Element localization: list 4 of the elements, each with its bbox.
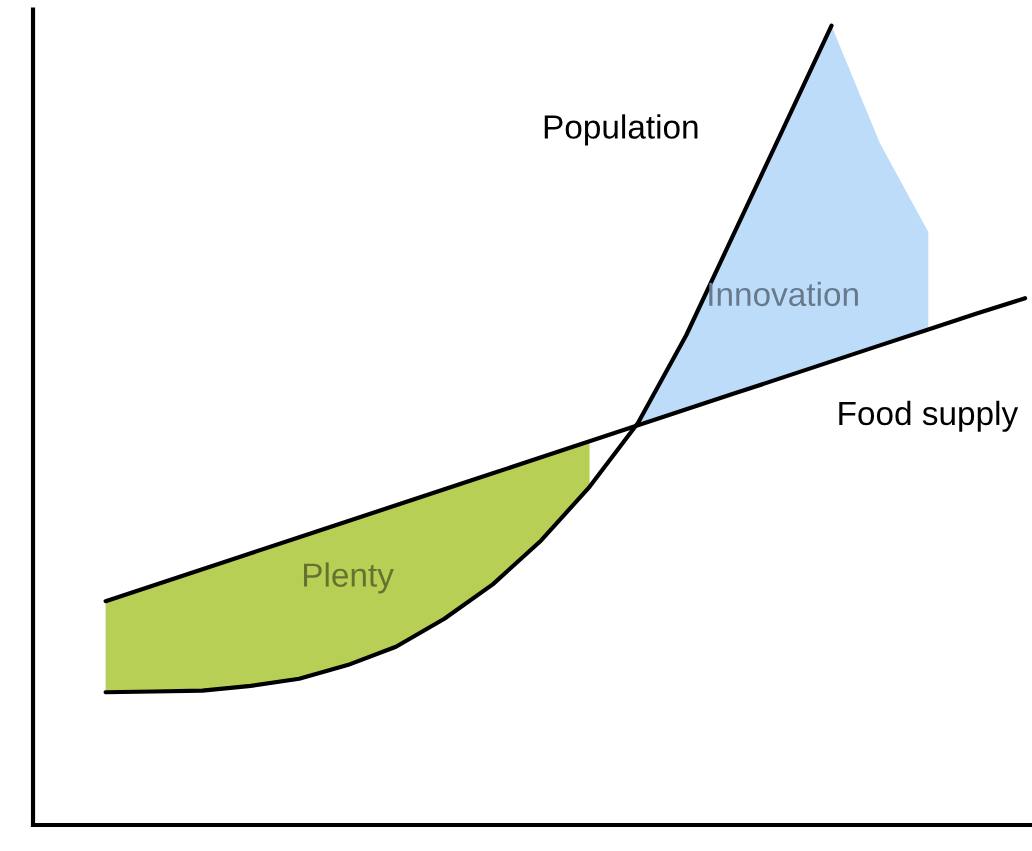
text: Population (544, 114, 698, 146)
series-label: Innovation (709, 281, 858, 307)
series-label: Food supply (839, 400, 1019, 432)
series-label: Plenty (304, 562, 394, 594)
